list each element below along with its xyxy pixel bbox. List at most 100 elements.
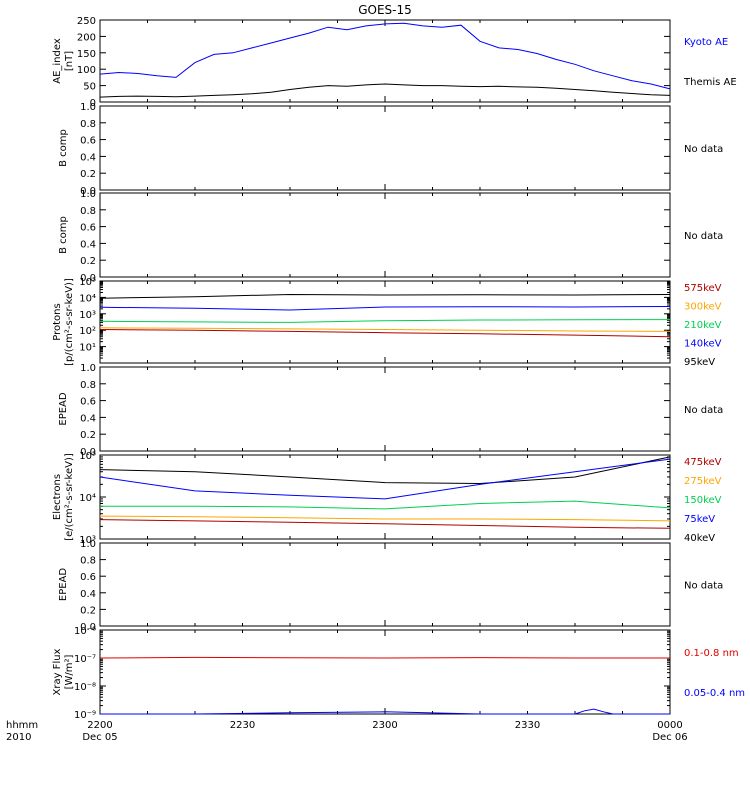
series-line: [99, 456, 671, 485]
legend-entry: Kyoto AE: [684, 37, 728, 48]
y-tick-label: 0.6: [80, 136, 96, 147]
legend-entry: 0.05-0.4 nm: [684, 688, 745, 699]
panel-2: 0.0 0.2 0.4 0.6 0.8 1.0 B comp No data: [58, 102, 723, 197]
legend-entry: 475keV: [684, 457, 722, 468]
y-tick-label: 0.4: [80, 152, 96, 163]
y-axis-label: [W/m²]: [64, 654, 75, 689]
panel-frame: [99, 366, 671, 452]
y-tick-label: 0.4: [80, 589, 96, 600]
time-corner-label: hhmm: [6, 720, 38, 731]
panel-frame: [99, 105, 671, 191]
no-data-label: No data: [684, 405, 723, 416]
legend-entry: 150keV: [684, 495, 722, 506]
y-axis-label: EPEAD: [58, 568, 69, 602]
series-line: [99, 83, 671, 98]
y-tick-label: 0.6: [80, 223, 96, 234]
time-tick-label: 2330: [515, 720, 540, 731]
y-tick-label: 0.0: [80, 273, 96, 284]
y-tick-label: 0.2: [80, 430, 96, 441]
y-axis-label: AE_index: [52, 38, 63, 84]
y-tick-label: 10⁻⁷: [74, 654, 96, 665]
y-tick-label: 0.2: [80, 169, 96, 180]
legend-entry: 0.1-0.8 nm: [684, 648, 739, 659]
date-label: Dec 06: [652, 732, 687, 743]
y-tick-label: 0.8: [80, 556, 96, 567]
y-axis-label: Protons: [52, 303, 63, 340]
y-tick-label: 0.0: [80, 622, 96, 633]
time-tick-label: 2200: [87, 720, 112, 731]
y-tick-label: 10²: [79, 326, 96, 337]
panel-8: 10⁻⁹ 10⁻⁸ 10⁻⁷ 10⁻⁶ Xray Flux [W/m²] 0.1-0.8 n…: [52, 626, 745, 721]
series-line: [99, 327, 671, 332]
y-tick-label: 100: [77, 65, 96, 76]
series-line: [99, 329, 671, 338]
legend-entry: 210keV: [684, 320, 722, 331]
y-tick-label: 10⁴: [79, 493, 96, 504]
panel-4: 10¹ 10² 10³ 10⁴ 10⁵ Protons [p/(cm²-s-sr-keV)]…: [52, 277, 722, 368]
y-axis-label: [nT]: [64, 51, 75, 71]
y-axis-label: Xray Flux: [52, 648, 63, 695]
series-line: [99, 515, 671, 522]
y-tick-label: 10⁻⁶: [74, 626, 96, 637]
y-tick-label: 10¹: [79, 343, 96, 354]
y-tick-label: 1.0: [80, 539, 96, 550]
y-tick-label: 10⁻⁸: [74, 682, 96, 693]
no-data-label: No data: [684, 231, 723, 242]
legend-entry: Themis AE: [683, 77, 737, 88]
no-data-label: No data: [684, 581, 723, 592]
legend-entry: 95keV: [684, 357, 715, 368]
y-axis-label: Electrons: [52, 474, 63, 520]
panel-frame: [99, 192, 671, 278]
y-tick-label: 0.0: [80, 447, 96, 458]
y-tick-label: 1.0: [80, 189, 96, 200]
y-tick-label: 1.0: [80, 363, 96, 374]
y-axis-label: [e/(cm²-s-sr-keV)]: [64, 453, 75, 541]
y-tick-label: 10³: [79, 535, 96, 546]
time-tick-label: 2230: [230, 720, 255, 731]
y-axis-label: [p/(cm²-s-sr-keV)]: [64, 278, 75, 366]
panel-3: 0.0 0.2 0.4 0.6 0.8 1.0 B comp No data: [58, 189, 723, 284]
y-tick-label: 0: [90, 98, 96, 109]
legend-entry: 140keV: [684, 339, 722, 350]
y-tick-label: 10⁵: [79, 277, 96, 288]
y-tick-label: 150: [77, 49, 96, 60]
series-line: [100, 500, 671, 510]
legend-entry: 40keV: [684, 533, 715, 544]
y-tick-label: 0.8: [80, 380, 96, 391]
series-line: [99, 293, 671, 299]
legend-entry: 75keV: [684, 514, 715, 525]
series-line: [99, 319, 671, 323]
y-tick-label: 50: [83, 82, 96, 93]
time-tick-label: 0000: [657, 720, 682, 731]
legend-entry: 275keV: [684, 476, 722, 487]
y-tick-label: 250: [77, 16, 96, 27]
date-label: Dec 05: [82, 732, 117, 743]
y-tick-label: 10⁴: [79, 293, 96, 304]
series-line: [99, 306, 671, 311]
y-tick-label: 10³: [79, 310, 96, 321]
y-tick-label: 10⁻⁹: [74, 710, 96, 721]
chart-title: GOES-15: [358, 3, 412, 17]
y-tick-label: 0.6: [80, 397, 96, 408]
series-line: [99, 458, 671, 500]
panel-frame: [99, 629, 671, 715]
series-line: [100, 708, 670, 715]
year-corner-label: 2010: [6, 732, 31, 743]
y-tick-label: 0.8: [80, 206, 96, 217]
y-axis-label: EPEAD: [58, 392, 69, 426]
legend-entry: 575keV: [684, 283, 722, 294]
panel-frame: [99, 454, 671, 540]
panel-frame: [99, 542, 671, 627]
no-data-label: No data: [684, 144, 723, 155]
y-tick-label: 0.0: [80, 186, 96, 197]
y-tick-label: 0.2: [80, 605, 96, 616]
y-axis-label: B comp: [58, 129, 69, 167]
y-tick-label: 0.4: [80, 413, 96, 424]
y-tick-label: 0.6: [80, 572, 96, 583]
panel-5: 0.0 0.2 0.4 0.6 0.8 1.0 EPEAD No data: [58, 363, 723, 458]
y-axis-label: B comp: [58, 216, 69, 254]
series-line: [99, 656, 670, 659]
panel-1: 0 50 100 150 200 250 AE_index [nT] Kyoto AE Themi…: [52, 16, 737, 109]
y-tick-label: 1.0: [80, 102, 96, 113]
